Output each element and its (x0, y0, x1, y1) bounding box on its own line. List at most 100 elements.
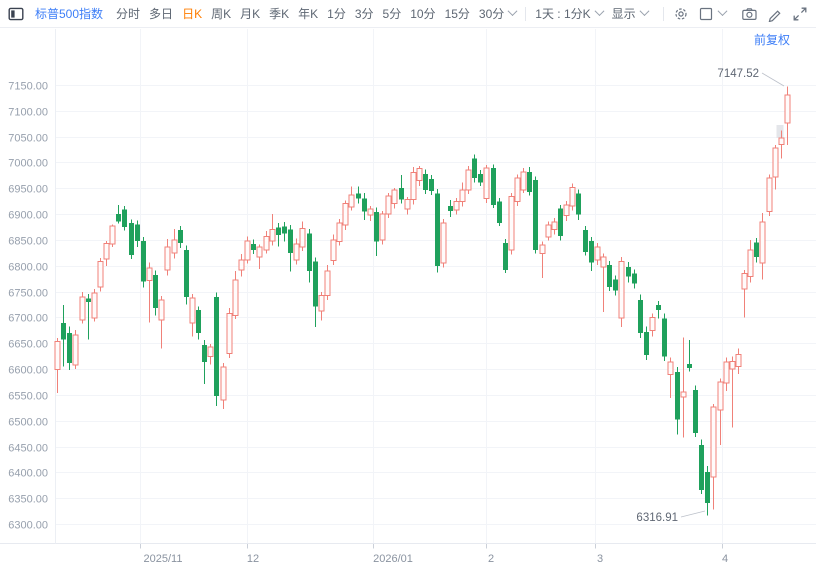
candle-up (171, 239, 178, 254)
candle-up (299, 228, 306, 248)
candle-up (404, 199, 411, 210)
y-axis-label: 6450.00 (8, 443, 48, 455)
candle-style-icon[interactable] (698, 6, 714, 22)
candle-up (367, 208, 374, 216)
candle-down (276, 227, 281, 235)
x-axis-label: 2025/11 (144, 553, 183, 565)
x-axis-label: 2026/01 (373, 553, 413, 565)
candle-down (478, 173, 483, 183)
candle-down (423, 173, 428, 190)
candle-up (342, 202, 349, 226)
candle-up (158, 299, 165, 321)
candle-up (717, 381, 724, 411)
tab-multi-day[interactable]: 多日 (149, 7, 174, 21)
candle-up (416, 168, 423, 182)
candle-down (533, 180, 538, 250)
y-axis-label: 6650.00 (8, 339, 48, 351)
candle-down (607, 265, 612, 287)
candle-down (472, 158, 477, 178)
candle-up (189, 297, 196, 324)
candle-up (379, 213, 386, 241)
candle-down (135, 224, 140, 241)
chevron-down-icon (507, 6, 518, 17)
candle-up (563, 204, 570, 217)
y-axis-label: 6900.00 (8, 210, 48, 222)
candle-up (103, 243, 110, 260)
high-annotation-line (761, 72, 785, 87)
candle-down (153, 275, 158, 309)
candle-down (576, 193, 581, 215)
y-axis-label: 7150.00 (8, 81, 48, 93)
tab-15min[interactable]: 15分 (444, 7, 470, 21)
tab-3min[interactable]: 3分 (354, 7, 374, 21)
candle-down (687, 363, 692, 369)
adjustment-mode-label[interactable]: 前复权 (753, 33, 790, 47)
candle-down (122, 209, 127, 228)
candle-down (116, 214, 121, 222)
candle-up (680, 391, 687, 398)
candle-up (778, 137, 785, 145)
chevron-down-icon (594, 6, 605, 17)
candle-up (318, 295, 325, 312)
tab-daily-k[interactable]: 日K (182, 7, 203, 21)
camera-icon[interactable] (741, 6, 758, 22)
candle-up (146, 267, 153, 282)
chevron-down-icon (717, 6, 728, 17)
y-axis-label: 6500.00 (8, 417, 48, 429)
display-dropdown[interactable]: 显示 (611, 7, 636, 21)
candle-down (61, 323, 66, 340)
x-axis-label: 2 (488, 553, 494, 565)
draw-pencil-icon[interactable] (767, 6, 783, 22)
session-marker (776, 125, 784, 138)
candle-up (263, 235, 270, 251)
chart-grid: 6300.00 6350.00 6400.00 6450.00 6500.00 6550.… (0, 29, 816, 565)
candle-down (662, 318, 667, 357)
tab-10min[interactable]: 10分 (410, 7, 436, 21)
candle-up (569, 186, 576, 207)
candle-up (772, 147, 779, 178)
tab-monthly-k[interactable]: 月K (240, 7, 261, 21)
tab-30min-dropdown[interactable]: 30分 (478, 7, 505, 21)
candle-down (288, 229, 293, 253)
tab-minute-line[interactable]: 分时 (116, 7, 141, 21)
candle-down (699, 444, 704, 490)
candle-up (600, 256, 607, 268)
candle-down (129, 222, 134, 255)
high-annotation: 7147.52 (717, 68, 759, 80)
tab-yearly-k[interactable]: 年K (298, 7, 319, 21)
candle-up (723, 361, 730, 384)
candle-up (594, 246, 601, 261)
candle-up (226, 312, 233, 355)
y-axis-label: 7050.00 (8, 133, 48, 145)
layout-icon[interactable] (8, 6, 24, 22)
toolbar-separator (525, 6, 527, 21)
candle-up (520, 171, 527, 191)
y-axis-label: 7100.00 (8, 107, 48, 119)
tab-1min[interactable]: 1分 (327, 7, 346, 21)
tab-5min[interactable]: 5分 (382, 7, 402, 21)
candle-down (214, 296, 219, 396)
candle-up (207, 346, 214, 358)
tab-weekly-k[interactable]: 周K (211, 7, 232, 21)
candle-down (356, 193, 361, 199)
tab-quarterly-k[interactable]: 季K (269, 7, 290, 21)
candle-down (754, 242, 759, 257)
candle-up (729, 360, 736, 370)
candle-up (97, 261, 104, 288)
fullscreen-icon[interactable] (792, 6, 808, 22)
y-axis-label: 6550.00 (8, 391, 48, 403)
y-axis-label: 6750.00 (8, 288, 48, 300)
candle-down (178, 230, 183, 244)
candle-down (632, 273, 637, 284)
candle-up (109, 225, 116, 245)
y-axis-label: 6300.00 (8, 520, 48, 532)
candle-up (741, 273, 748, 290)
candle-up (256, 246, 263, 258)
symbol-title[interactable]: 标普500指数 (35, 7, 104, 21)
interval-combo-dropdown[interactable]: 1天 : 1分K (535, 7, 591, 21)
candles-layer (54, 86, 791, 516)
candle-up (453, 201, 460, 211)
gear-icon[interactable] (673, 6, 689, 22)
